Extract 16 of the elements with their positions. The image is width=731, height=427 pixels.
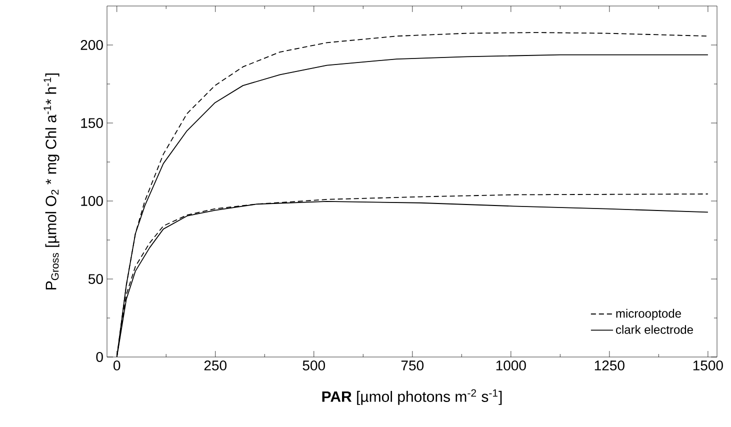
y-tick-label: 150 [81,118,103,128]
x-tick-label: 1250 [594,360,624,370]
legend-label: clark electrode [616,325,693,334]
x-tick-label: 0 [114,360,120,370]
y-tick-label: 50 [88,274,103,284]
y-tick-label: 100 [81,196,103,206]
x-tick-label: 1500 [693,360,723,370]
y-tick-label: 200 [80,40,103,50]
x-tick-label: 250 [204,360,226,370]
x-axis-title: PAR [µmol photons m$^{-2}$ s$^{-1}$] [322,389,502,405]
legend-label: microoptode [616,308,681,320]
x-tick-label: 500 [302,360,326,370]
x-tick-label: 1000 [496,360,526,370]
x-tick-label: 750 [401,360,424,370]
y-tick-label: 0 [96,352,103,362]
text: P$_{Gross}$ [µmol O$_{2}$ * mg Chl a$^{-1}$* h$^{-1}$] [44,73,60,290]
